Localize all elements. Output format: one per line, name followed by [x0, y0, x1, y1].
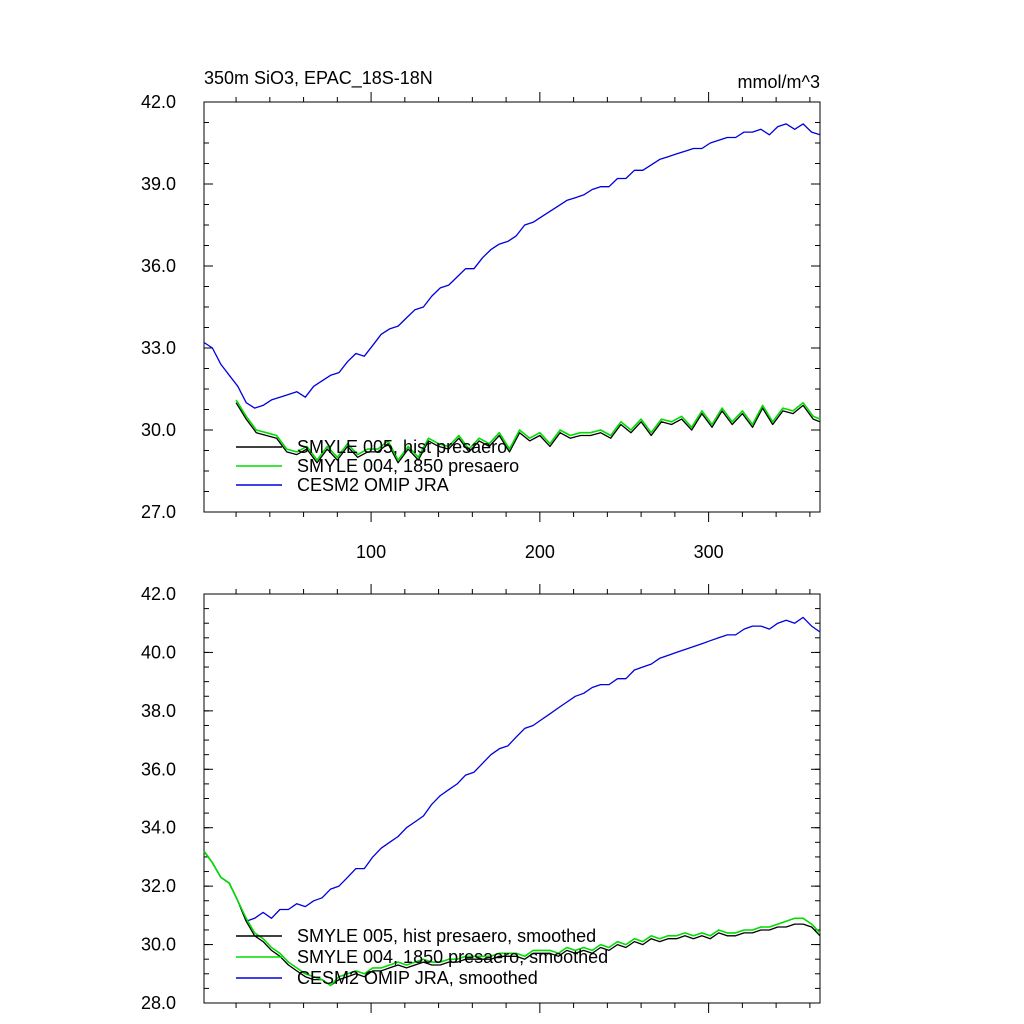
y-tick-label: 36.0 [141, 256, 176, 276]
y-tick-label: 32.0 [141, 876, 176, 896]
y-tick-label: 27.0 [141, 502, 176, 522]
y-tick-label: 40.0 [141, 642, 176, 662]
legend-label: CESM2 OMIP JRA, smoothed [297, 968, 538, 988]
y-tick-label: 33.0 [141, 338, 176, 358]
series-line-0 [203, 850, 821, 987]
units-label: mmol/m^3 [738, 72, 820, 92]
legend-label: SMYLE 005, hist presaero, smoothed [297, 926, 596, 946]
bottom-panel: 28.0 30.0 32.0 34.0 36.0 38.0 40.0 42.0 SMYLE 00… [141, 584, 821, 1013]
legend-label: SMYLE 005, hist presaero [297, 437, 507, 457]
y-tick-label: 30.0 [141, 935, 176, 955]
series-line-0 [235, 402, 821, 464]
legend-label: SMYLE 004, 1850 presaero, smoothed [297, 947, 608, 967]
series-line-2 [203, 123, 821, 409]
x-tick-label: 100 [356, 542, 386, 562]
y-tick-label: 36.0 [141, 759, 176, 779]
top-panel: 350m SiO3, EPAC_18S-18N mmol/m^3 27.0 30.… [141, 68, 821, 562]
series-line-1 [203, 850, 821, 987]
x-tick-label: 200 [525, 542, 555, 562]
y-tick-label: 34.0 [141, 818, 176, 838]
y-tick-label: 42.0 [141, 92, 176, 112]
y-tick-label: 30.0 [141, 420, 176, 440]
y-tick-label: 38.0 [141, 701, 176, 721]
y-tick-label: 28.0 [141, 993, 176, 1013]
x-tick-label: 300 [694, 542, 724, 562]
legend-label: CESM2 OMIP JRA [297, 475, 449, 495]
y-tick-label: 42.0 [141, 584, 176, 604]
y-tick-label: 39.0 [141, 174, 176, 194]
series-line-2 [203, 616, 821, 922]
legend-label: SMYLE 004, 1850 presaero [297, 456, 519, 476]
series-line-1 [235, 399, 821, 461]
chart-title: 350m SiO3, EPAC_18S-18N [204, 68, 433, 89]
